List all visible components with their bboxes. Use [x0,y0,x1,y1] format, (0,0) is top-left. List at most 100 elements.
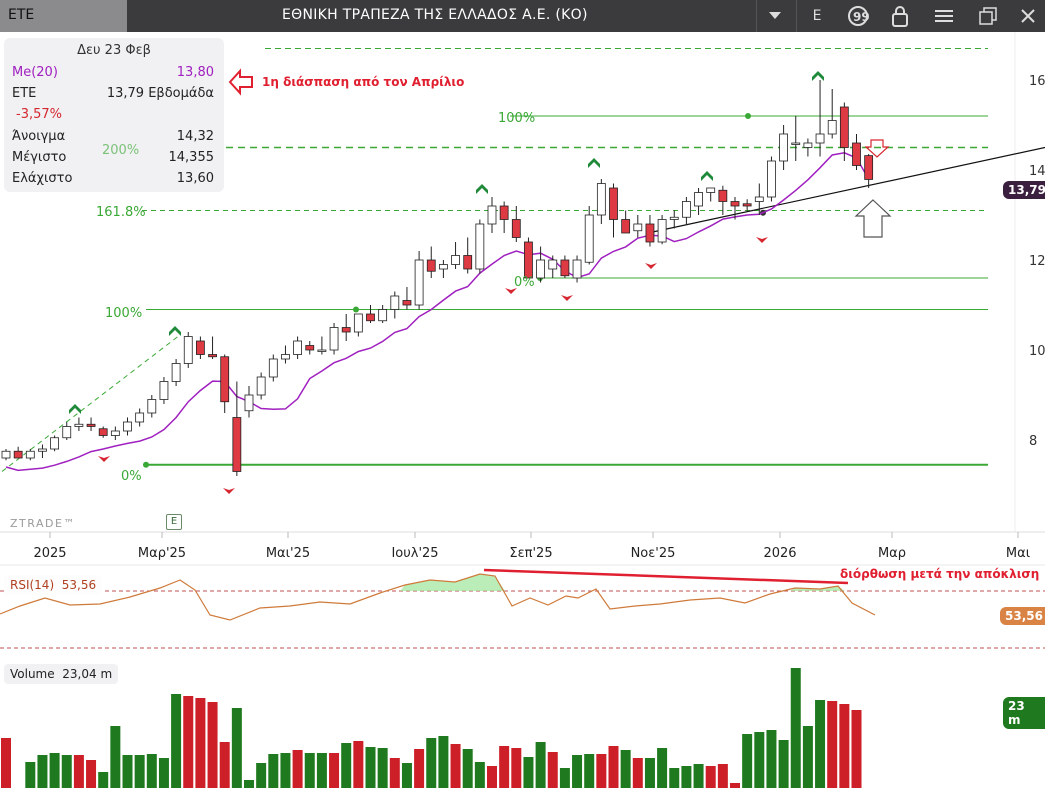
candle-body [13,450,23,459]
earnings-event-icon[interactable]: E [166,514,182,530]
volume-bar [61,755,72,788]
candle-body [560,259,570,277]
candle-body [682,201,691,218]
info-low-label: Ελάχιστο [12,171,73,186]
exchange-mark-text: E [812,8,822,24]
callout-arrow-icon [228,68,253,96]
candle-body [511,219,521,238]
candle-body [791,142,801,145]
rsi-badge: 53,56 [1000,607,1045,625]
candle [718,185,728,215]
candle [621,210,631,234]
exchange-mark[interactable]: E [796,0,837,32]
breakout-annotation: 1η διάσπαση από τον Απρίλιο [262,75,465,89]
volume-bar [535,742,546,788]
candle [511,206,521,242]
volume-bar [171,694,182,788]
candle-body [195,340,205,355]
title-bar: ETE ΕΘΝΙΚΗ ΤΡΑΠΕΖΑ ΤΗΣ ΕΛΛΑΔΟΣ Α.Ε. (ΚΟ)… [0,0,1045,32]
candle [147,395,157,418]
volume-bar [219,742,230,788]
fib-anchor-point [745,113,751,119]
candle [329,323,339,355]
candle-body [669,216,679,220]
candle [110,426,120,440]
candle-body [123,421,132,432]
candle [596,179,606,224]
candle-body [268,358,278,378]
candle [767,156,776,202]
volume-bar [742,734,753,788]
candle-body [244,394,254,412]
candle-body [584,214,594,263]
candle [232,381,242,476]
candle [791,116,801,161]
candle-body [317,349,327,352]
volume-bar [730,783,740,788]
info-ma-label: Me(20) [12,65,58,80]
candle [220,354,230,413]
candle [682,197,691,224]
candle-body [329,327,339,351]
close-icon[interactable] [1010,0,1045,32]
quote-icon[interactable]: 99 [840,0,876,32]
candle [171,359,181,386]
volume-bar [1,738,11,788]
candle [402,287,412,310]
candle-body [232,417,242,472]
candle [13,446,23,459]
x-tick-label: 2025 [33,546,66,561]
candle [390,291,400,319]
info-open-label: Άνοιγμα [12,129,66,144]
candle-body [110,430,120,436]
candle [669,210,679,229]
fib-label-100-low: 100% [105,306,143,321]
volume-bar [207,702,218,788]
menu-icon[interactable] [926,0,962,32]
candle-body [451,255,460,265]
candle-body [147,399,157,414]
volume-bar [329,753,340,788]
candle-body [742,203,752,207]
candle [609,183,618,238]
candle [62,422,72,440]
volume-bar [815,700,826,788]
price-chart[interactable]: 8 10 12 14 16 2025 Μαρ'25 Μαι'25 Ιουλ'25 Σεπ'25 Ν… [0,32,1045,788]
y-tick-label: 16 [1029,74,1045,89]
candle-body [414,259,424,306]
lock-icon[interactable] [882,0,918,32]
volume-bar [146,754,157,788]
volume-bar [365,747,376,788]
candle-body [754,196,764,202]
volume-bar [401,763,412,788]
ma20-line [5,152,870,472]
down-arrow-outline-icon [864,139,890,158]
trendline-support [647,146,1045,234]
candle [864,154,874,188]
candle [803,138,813,157]
candle-body [645,223,655,243]
divergence-annotation: διόρθωση μετά την απόκλιση [840,567,1040,581]
swing-low-chevron-icon [756,237,768,243]
candle [487,197,497,233]
volume-name: Volume [10,667,55,681]
svg-text:99: 99 [853,10,869,24]
fib-label-200: 200% [102,143,140,158]
volume-bar [122,755,133,788]
restore-window-icon[interactable] [970,0,1006,32]
candle [305,341,315,355]
last-price-badge: 13,79 [1003,181,1045,199]
candle [208,336,217,359]
info-ma-value: 13,80 [176,65,214,80]
candle-body [378,309,388,322]
candle [584,206,594,265]
info-high-row: Μέγιστο 14,355 [12,150,214,168]
chevron-down-icon[interactable] [756,0,793,32]
volume-bar [620,750,631,788]
candle [852,134,861,170]
symbol-text: ETE [8,7,35,23]
symbol-box[interactable]: ETE [0,0,127,32]
candle-body [62,426,72,439]
x-tick-label: Ιουλ'25 [391,546,438,561]
volume-badge: 23 m [1003,697,1045,729]
